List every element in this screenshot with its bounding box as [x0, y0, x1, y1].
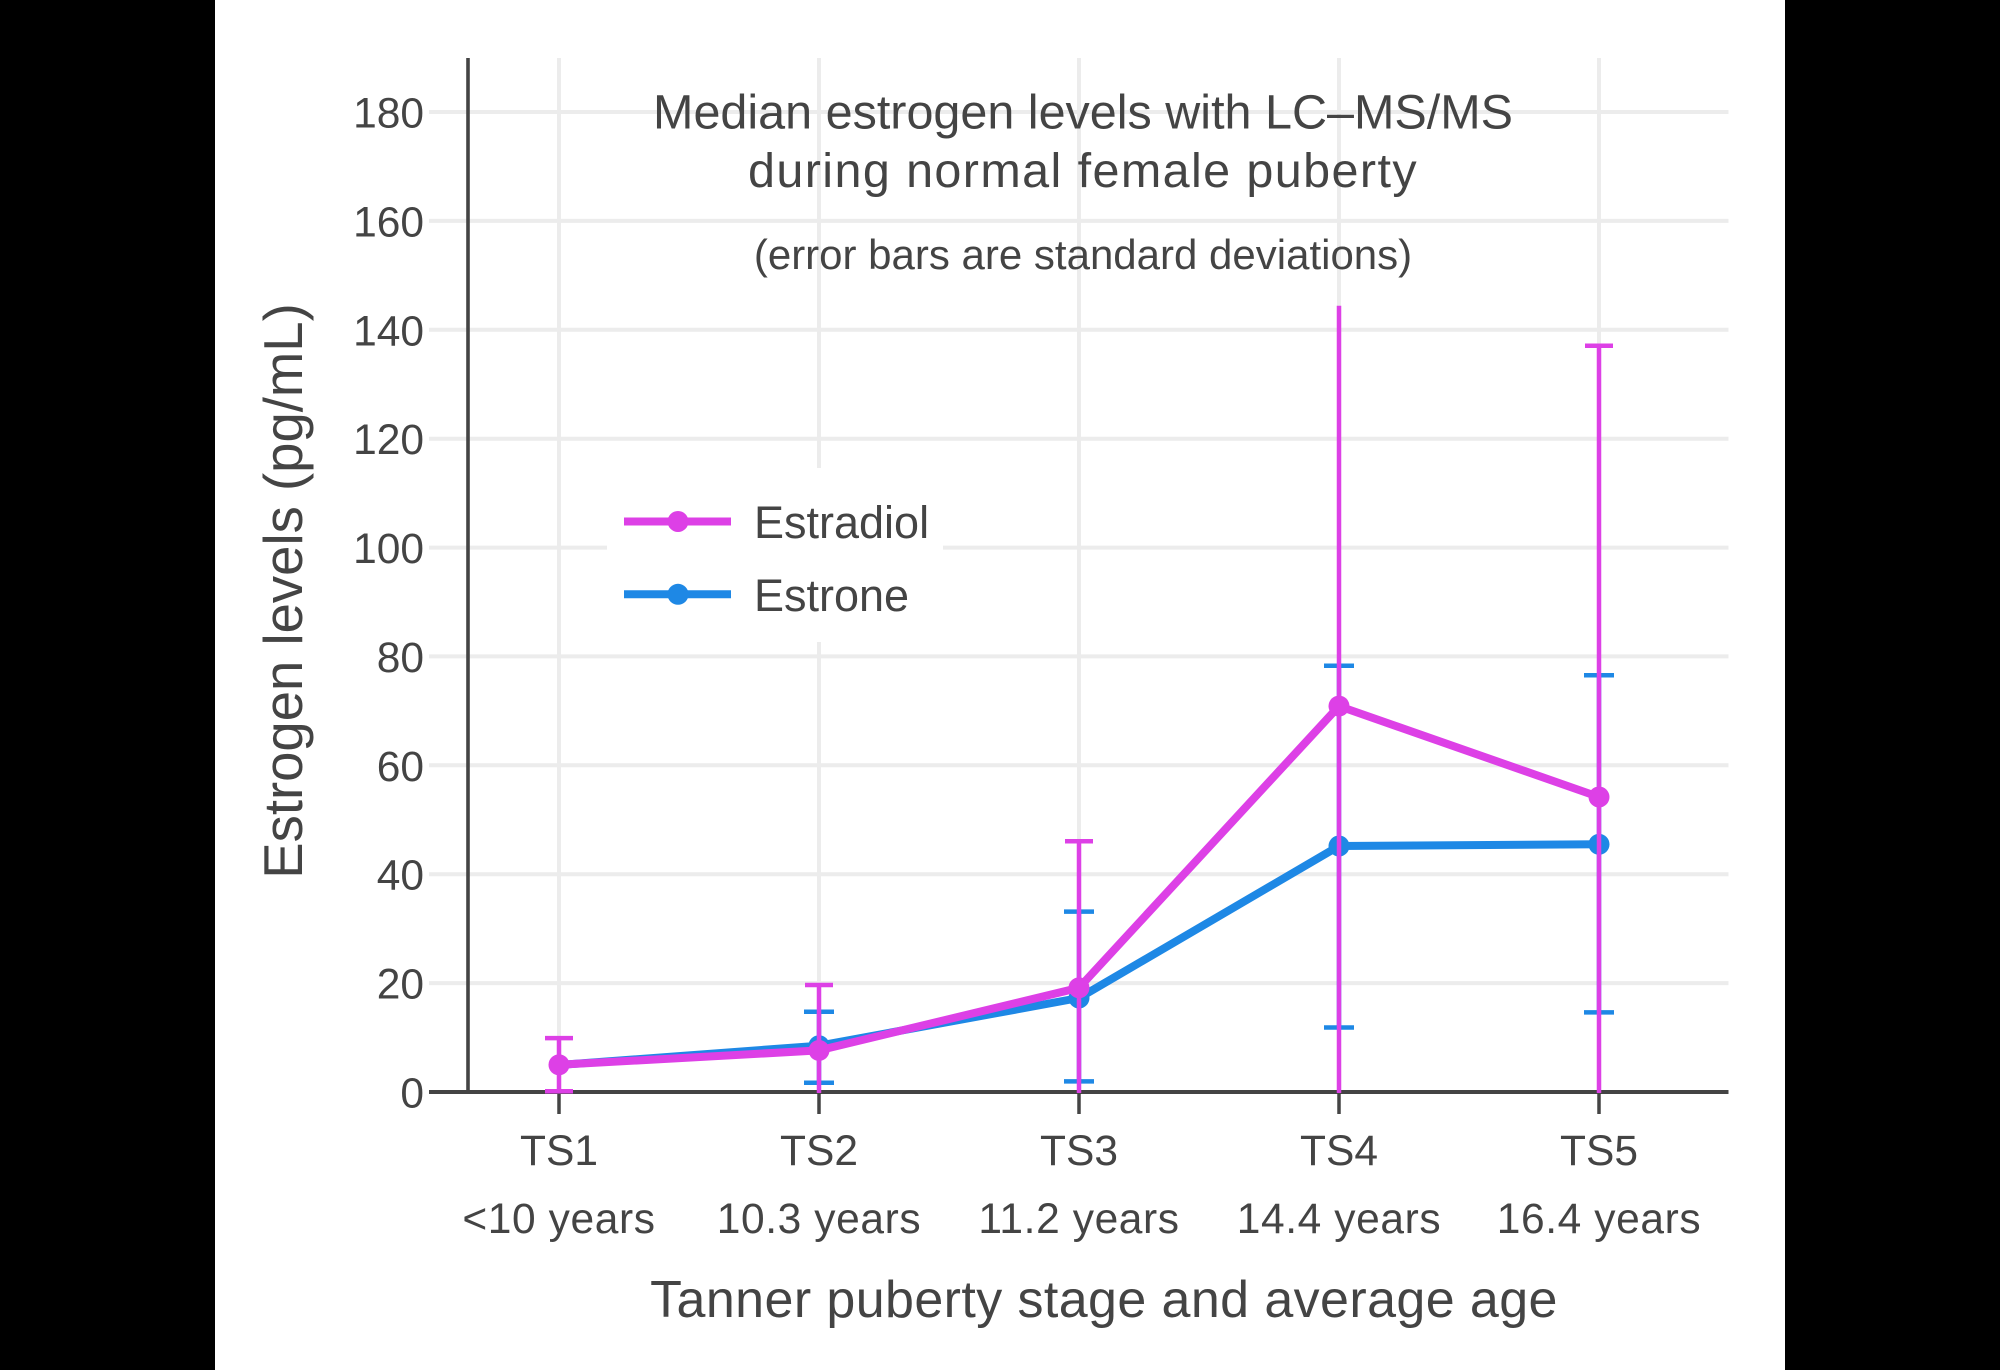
svg-text:80: 80	[377, 635, 424, 682]
svg-text:140: 140	[353, 308, 424, 355]
svg-text:Estrogen levels (pg/mL): Estrogen levels (pg/mL)	[253, 303, 314, 879]
svg-text:160: 160	[353, 199, 424, 246]
svg-text:11.2 years: 11.2 years	[978, 1196, 1179, 1243]
svg-text:20: 20	[377, 962, 424, 1009]
svg-text:<10 years: <10 years	[462, 1196, 655, 1243]
svg-text:100: 100	[353, 526, 424, 573]
svg-text:(error bars are standard devia: (error bars are standard deviations)	[754, 231, 1412, 278]
svg-text:TS3: TS3	[1040, 1128, 1118, 1175]
svg-text:0: 0	[400, 1071, 424, 1118]
svg-text:Tanner puberty stage and avera: Tanner puberty stage and average age	[650, 1271, 1558, 1329]
svg-text:Estrone: Estrone	[754, 570, 909, 621]
svg-text:Median estrogen levels with LC: Median estrogen levels with LC–MS/MS	[653, 86, 1513, 140]
svg-text:TS2: TS2	[780, 1128, 858, 1175]
svg-text:120: 120	[353, 417, 424, 464]
svg-text:during normal female puberty: during normal female puberty	[748, 144, 1418, 198]
svg-text:60: 60	[377, 744, 424, 791]
svg-text:TS5: TS5	[1560, 1128, 1638, 1175]
svg-text:14.4 years: 14.4 years	[1237, 1196, 1441, 1243]
svg-text:Estradiol: Estradiol	[754, 497, 929, 548]
svg-text:40: 40	[377, 853, 424, 900]
svg-text:10.3 years: 10.3 years	[717, 1196, 921, 1243]
svg-text:180: 180	[353, 91, 424, 138]
svg-text:TS4: TS4	[1300, 1128, 1378, 1175]
svg-text:TS1: TS1	[520, 1128, 598, 1175]
svg-text:16.4 years: 16.4 years	[1497, 1196, 1701, 1243]
